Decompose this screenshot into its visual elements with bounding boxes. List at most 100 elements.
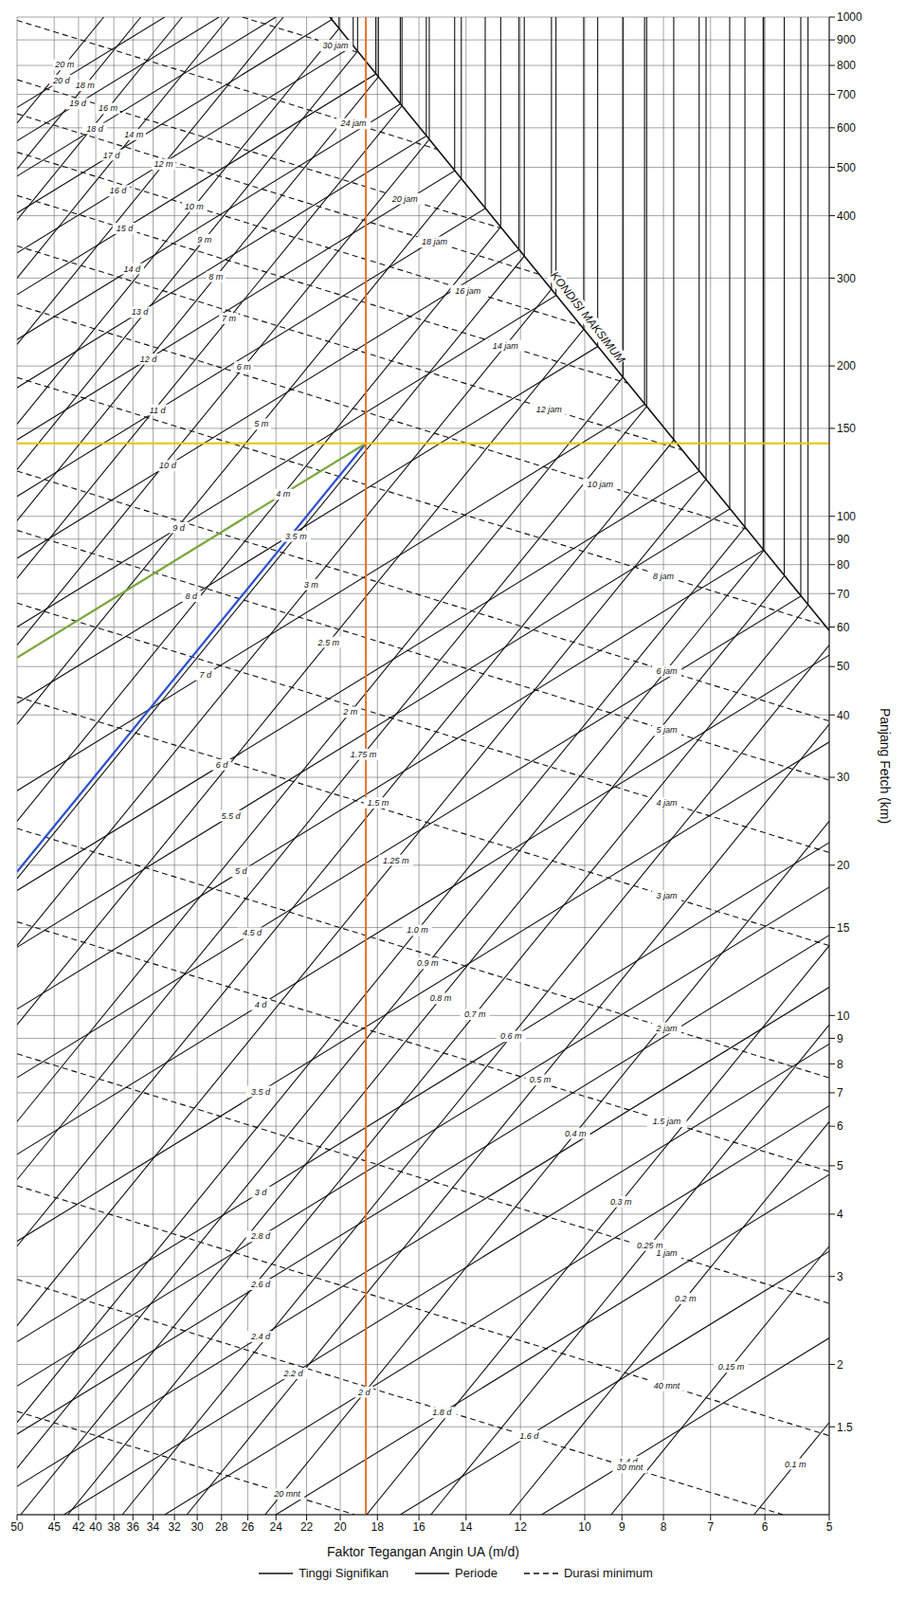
svg-text:0.8 m: 0.8 m [430, 993, 453, 1003]
svg-text:17 d: 17 d [103, 150, 122, 161]
svg-text:8 d: 8 d [185, 591, 200, 601]
svg-text:24: 24 [269, 1520, 283, 1534]
svg-text:200: 200 [836, 359, 856, 373]
svg-text:14 m: 14 m [124, 129, 145, 140]
svg-text:5 m: 5 m [253, 418, 270, 429]
svg-text:1 jam: 1 jam [656, 1248, 679, 1258]
svg-text:13 d: 13 d [131, 307, 150, 317]
svg-text:14: 14 [459, 1520, 473, 1534]
svg-text:70: 70 [836, 587, 851, 601]
svg-text:0.6 m: 0.6 m [500, 1031, 523, 1041]
svg-text:150: 150 [836, 421, 856, 435]
svg-text:16 m: 16 m [98, 103, 119, 113]
svg-text:10 m: 10 m [184, 201, 205, 212]
svg-text:5: 5 [826, 1520, 834, 1534]
svg-text:20 d: 20 d [52, 75, 72, 86]
svg-text:6 jam: 6 jam [656, 666, 679, 676]
svg-text:8 jam: 8 jam [652, 571, 675, 581]
svg-text:16 d: 16 d [109, 185, 128, 196]
svg-text:9: 9 [836, 1032, 844, 1046]
svg-text:900: 900 [836, 33, 856, 47]
svg-text:5 d: 5 d [235, 866, 249, 876]
svg-text:9 m: 9 m [197, 235, 213, 245]
svg-text:0.4 m: 0.4 m [564, 1128, 587, 1139]
svg-text:5: 5 [836, 1159, 844, 1173]
svg-text:1.75 m: 1.75 m [350, 749, 378, 760]
svg-text:20: 20 [836, 858, 851, 872]
svg-text:0.7 m: 0.7 m [464, 1009, 487, 1019]
svg-text:12 m: 12 m [154, 159, 175, 169]
svg-text:6 m: 6 m [236, 362, 253, 372]
svg-text:10 d: 10 d [159, 460, 178, 471]
svg-text:36: 36 [126, 1520, 141, 1534]
svg-text:700: 700 [836, 88, 856, 102]
svg-text:Panjang Fetch (km): Panjang Fetch (km) [877, 707, 893, 824]
svg-text:2.5 m: 2.5 m [317, 637, 341, 648]
svg-text:2.6 d: 2.6 d [250, 1279, 272, 1289]
svg-text:12 d: 12 d [140, 354, 159, 364]
svg-text:60: 60 [836, 620, 851, 635]
svg-text:2.8 d: 2.8 d [250, 1231, 272, 1241]
svg-text:6: 6 [761, 1520, 769, 1534]
svg-text:2: 2 [836, 1358, 844, 1372]
svg-text:6 d: 6 d [216, 760, 230, 770]
svg-text:7: 7 [836, 1086, 844, 1100]
svg-text:10: 10 [578, 1520, 592, 1534]
svg-text:3 m: 3 m [304, 579, 320, 590]
svg-text:500: 500 [836, 161, 856, 175]
svg-text:20 jam: 20 jam [391, 194, 419, 204]
svg-text:22: 22 [300, 1520, 314, 1534]
svg-text:5 jam: 5 jam [656, 724, 679, 735]
svg-text:12 jam: 12 jam [536, 404, 563, 415]
svg-text:24 jam: 24 jam [339, 118, 367, 128]
svg-text:16 jam: 16 jam [454, 286, 482, 296]
svg-text:4.5 d: 4.5 d [242, 927, 263, 938]
svg-text:19 d: 19 d [69, 98, 88, 109]
svg-text:3.5 m: 3.5 m [285, 531, 308, 542]
svg-text:15: 15 [836, 921, 851, 935]
svg-text:2.4 d: 2.4 d [250, 1331, 272, 1341]
svg-text:20: 20 [333, 1520, 347, 1534]
svg-text:1000: 1000 [836, 10, 863, 24]
svg-text:3: 3 [836, 1269, 844, 1284]
svg-text:1.8 d: 1.8 d [432, 1407, 453, 1417]
svg-text:8: 8 [660, 1520, 668, 1534]
svg-text:4: 4 [836, 1207, 844, 1221]
svg-text:400: 400 [836, 209, 856, 223]
svg-text:40: 40 [836, 708, 851, 723]
svg-text:14 jam: 14 jam [492, 341, 520, 351]
svg-text:42: 42 [72, 1520, 86, 1534]
svg-text:11 d: 11 d [149, 405, 167, 416]
svg-text:12: 12 [513, 1520, 527, 1534]
svg-text:30 jam: 30 jam [322, 40, 349, 51]
svg-text:50: 50 [836, 659, 851, 673]
svg-text:0.3 m: 0.3 m [610, 1196, 633, 1207]
svg-text:1.25 m: 1.25 m [382, 855, 410, 866]
svg-text:0.15 m: 0.15 m [718, 1361, 745, 1372]
svg-text:100: 100 [836, 509, 856, 524]
svg-text:16: 16 [412, 1520, 426, 1534]
svg-text:0.2 m: 0.2 m [674, 1293, 697, 1304]
svg-text:3 d: 3 d [254, 1187, 269, 1197]
svg-text:0.1 m: 0.1 m [784, 1459, 807, 1469]
svg-text:2 jam: 2 jam [655, 1023, 679, 1033]
svg-text:4 jam: 4 jam [656, 797, 679, 808]
svg-text:Faktor Tegangan Angin UA (m/d): Faktor Tegangan Angin UA (m/d) [326, 1543, 520, 1559]
svg-text:32: 32 [167, 1520, 182, 1534]
svg-text:8: 8 [836, 1057, 844, 1071]
svg-text:45: 45 [48, 1520, 62, 1534]
svg-text:4 d: 4 d [254, 999, 269, 1010]
svg-text:600: 600 [836, 121, 856, 135]
svg-text:4 m: 4 m [275, 489, 291, 499]
svg-text:38: 38 [107, 1520, 121, 1534]
svg-text:18 jam: 18 jam [421, 236, 449, 247]
svg-text:18: 18 [371, 1520, 385, 1534]
svg-text:10: 10 [836, 1009, 851, 1023]
svg-text:1.5 jam: 1.5 jam [652, 1116, 682, 1126]
svg-text:30: 30 [190, 1520, 204, 1534]
svg-text:7 d: 7 d [199, 670, 213, 680]
svg-text:30 mnt: 30 mnt [616, 1462, 644, 1472]
svg-text:2.2 d: 2.2 d [283, 1368, 305, 1378]
svg-text:9: 9 [618, 1520, 626, 1534]
svg-text:28: 28 [215, 1520, 229, 1534]
